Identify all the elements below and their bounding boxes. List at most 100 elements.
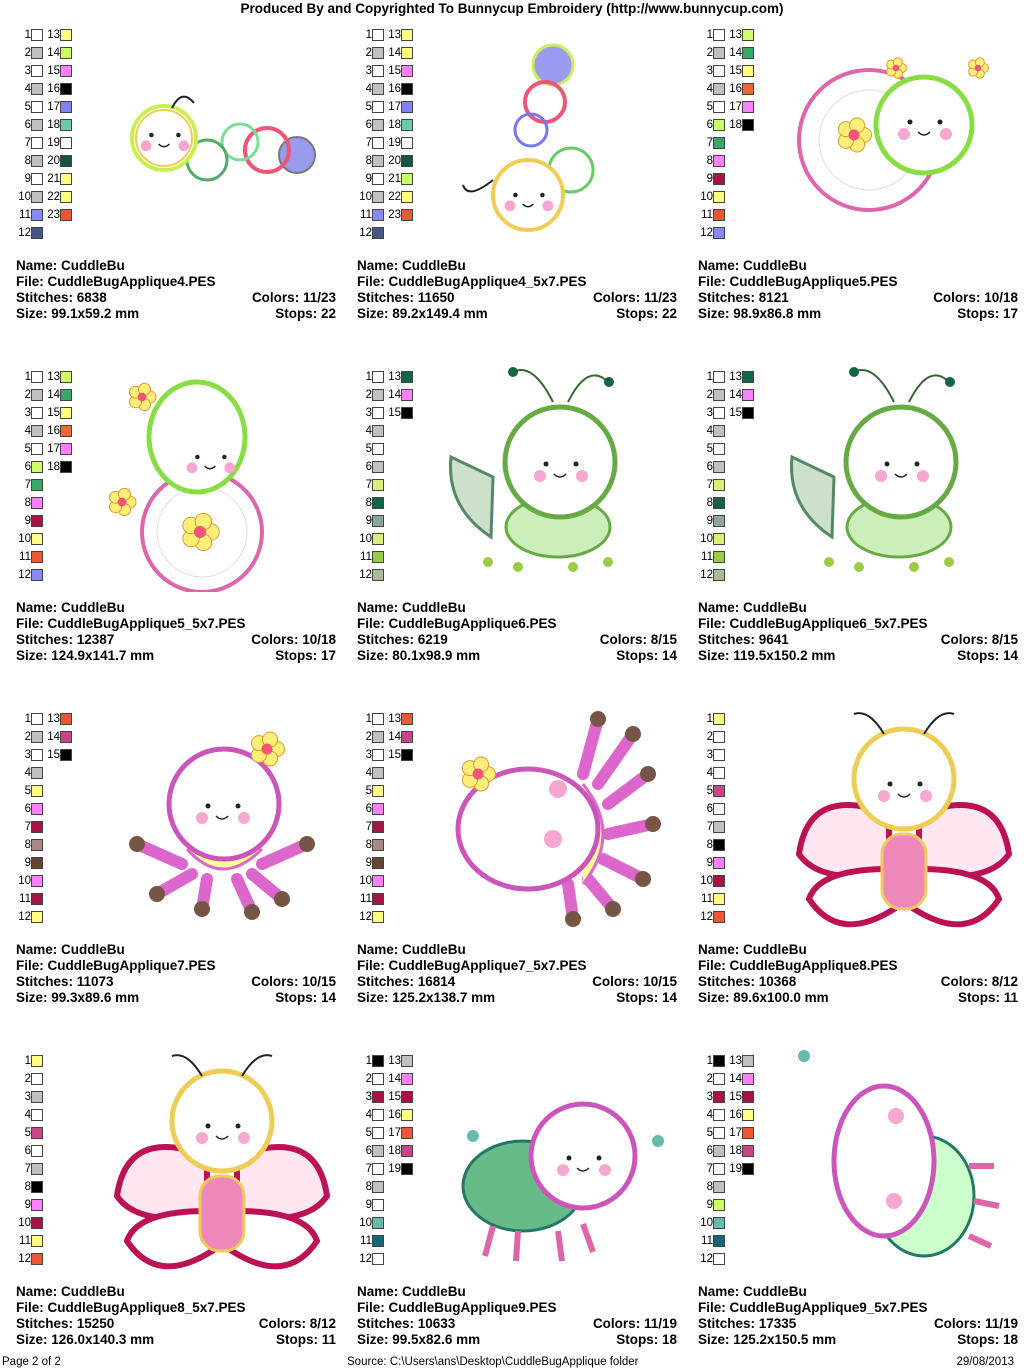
swatch-row: 12 [696,566,754,584]
color-swatch [31,839,43,851]
design-preview [798,1050,1000,1258]
design-size: 119.5x150.2 mm [733,648,836,663]
swatch-row: 3 15 [355,1088,413,1106]
stop-count: 17 [1002,306,1018,321]
color-swatch [401,101,413,113]
color-swatch [60,461,72,473]
color-swatch [31,911,43,923]
color-swatch [713,497,725,509]
design-card: 1 13 2 14 3 15 4 5 6 7 8 9 10 11 12 Name: CuddleBu Fil… [2,684,343,1026]
swatch-row: 7 19 [355,1160,413,1178]
color-swatch [372,1253,384,1265]
color-swatch [401,1055,413,1067]
design-info: Name: CuddleBu File: CuddleBugApplique5.… [698,258,1018,321]
color-swatch [372,137,384,149]
color-swatch-list: 1 2 3 4 5 6 7 8 9 10 11 12 [14,1052,43,1268]
stitch-count: 11650 [417,290,455,305]
swatch-row: 9 [14,854,72,872]
color-swatch [713,533,725,545]
color-count: 8/15 [991,632,1018,647]
color-swatch-list: 1 13 2 14 3 15 4 5 6 7 8 9 10 11 12 [696,368,754,584]
color-swatch [372,173,384,185]
color-swatch [372,713,384,725]
swatch-row: 1 13 [14,26,72,44]
swatch-row: 9 [14,512,72,530]
color-swatch [713,1091,725,1103]
color-swatch [742,1127,754,1139]
swatch-row: 7 [14,1160,43,1178]
design-name: CuddleBu [61,1284,125,1299]
color-swatch [31,29,43,41]
design-card: 1 13 2 14 3 15 4 16 5 17 6 18 7 19 8 9 10 11 12 Name: Cudd… [684,1026,1024,1368]
page-header: Produced By and Copyrighted To Bunnycup … [240,1,784,16]
design-info: Name: CuddleBu File: CuddleBugApplique4.… [16,258,336,321]
file-name: CuddleBugApplique6.PES [388,616,557,631]
design-name: CuddleBu [743,1284,807,1299]
color-swatch [31,803,43,815]
color-count: 11/19 [984,1316,1018,1331]
design-preview [455,711,661,927]
swatch-row: 8 [696,152,754,170]
color-swatch [742,1163,754,1175]
design-size: 126.0x140.3 mm [51,1332,155,1347]
color-swatch [31,389,43,401]
design-preview [129,731,315,920]
swatch-row: 5 [14,1124,43,1142]
swatch-row: 2 14 [355,1070,413,1088]
design-info: Name: CuddleBu File: CuddleBugApplique9.… [357,1284,677,1347]
color-swatch [372,1163,384,1175]
design-name: CuddleBu [743,258,807,273]
color-swatch [372,515,384,527]
swatch-row: 2 14 [696,1070,754,1088]
color-swatch [742,1055,754,1067]
color-swatch [713,1181,725,1193]
color-swatch [713,1145,725,1157]
color-swatch [372,1199,384,1211]
swatch-row: 7 [355,476,413,494]
color-count: 8/12 [991,974,1018,989]
color-swatch [713,227,725,239]
swatch-row: 12 [696,1250,754,1268]
color-swatch-list: 1 13 2 14 3 15 4 16 5 17 6 18 7 19 8 20 9 21 10 22 11 23 12 [355,26,413,242]
swatch-row: 3 [696,746,725,764]
swatch-row: 4 [696,764,725,782]
design-name: CuddleBu [402,600,466,615]
file-name: CuddleBugApplique5.PES [729,274,898,289]
color-swatch [372,389,384,401]
color-swatch [742,47,754,59]
page-footer: Page 2 of 2 Source: C:\Users\ans\Desktop… [0,1354,1024,1370]
swatch-row: 6 [14,800,72,818]
color-swatch [31,713,43,725]
swatch-row: 12 [355,1250,413,1268]
color-swatch [372,803,384,815]
swatch-row: 2 14 [14,44,72,62]
color-swatch [60,137,72,149]
color-swatch [31,857,43,869]
file-name: CuddleBugApplique4.PES [47,274,216,289]
design-preview [795,712,1013,928]
color-swatch [742,371,754,383]
color-count: 11/23 [643,290,677,305]
swatch-row: 6 18 [355,1142,413,1160]
swatch-row: 9 21 [355,170,413,188]
swatch-row: 2 14 [696,386,754,404]
color-swatch [372,569,384,581]
color-swatch [31,1073,43,1085]
swatch-row: 10 [14,1214,43,1232]
swatch-row: 2 14 [355,44,413,62]
stitch-count: 17335 [758,1316,797,1331]
stop-count: 18 [1002,1332,1018,1347]
color-swatch [31,785,43,797]
swatch-row: 10 [696,872,725,890]
color-swatch [31,191,43,203]
color-swatch [713,1235,725,1247]
file-name: CuddleBugApplique5_5x7.PES [47,616,246,631]
swatch-row: 9 [355,854,413,872]
color-swatch [713,803,725,815]
swatch-row: 10 [355,872,413,890]
color-swatch [401,1163,413,1175]
color-swatch [713,515,725,527]
color-swatch [372,407,384,419]
design-info: Name: CuddleBu File: CuddleBugApplique5_… [16,600,336,663]
design-card: 1 13 2 14 3 15 4 5 6 7 8 9 10 11 12 Name: CuddleBu Fil… [343,684,684,1026]
